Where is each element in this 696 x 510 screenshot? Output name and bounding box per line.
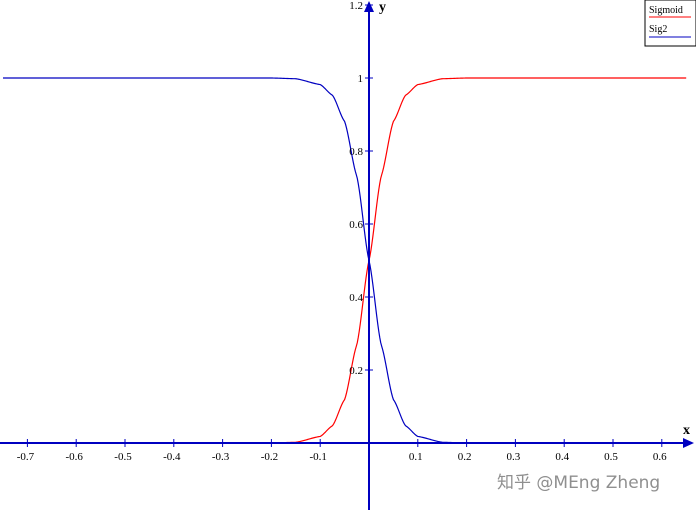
- y-tick-label: 0.4: [349, 292, 363, 304]
- legend-label-sigmoid: Sigmoid: [649, 5, 683, 16]
- x-tick-label: -0.4: [163, 451, 181, 463]
- x-tick-label: 0.4: [555, 451, 569, 463]
- y-axis-arrow: [364, 1, 374, 12]
- x-tick-label: -0.2: [261, 451, 278, 463]
- y-tick-label: 0.8: [349, 146, 363, 158]
- x-tick-label: -0.6: [65, 451, 83, 463]
- curves: [3, 77, 687, 444]
- y-axis-title: y: [379, 0, 386, 15]
- x-tick-label: -0.3: [212, 451, 230, 463]
- y-tick-label: 1: [358, 73, 364, 85]
- y-tick-label: 0.2: [349, 365, 363, 377]
- x-tick-label: -0.1: [309, 451, 326, 463]
- legend-box: [644, 0, 696, 47]
- x-tick-label: 0.1: [409, 451, 423, 463]
- x-tick-label: 0.2: [458, 451, 472, 463]
- x-axis-title: x: [683, 423, 690, 438]
- legend: Sigmoid Sig2: [644, 0, 696, 47]
- x-tick-label: -0.7: [17, 451, 35, 463]
- y-tick-label: 0.6: [349, 219, 363, 231]
- series-line-sigmoid: [3, 77, 687, 444]
- ticks: -0.7 -0.6 -0.5 -0.4 -0.3 -0.2 -0.1 0.1 0.2 0.3 0.4…: [17, 0, 667, 463]
- x-tick-label: -0.5: [114, 451, 132, 463]
- legend-label-sig2: Sig2: [649, 24, 667, 35]
- y-tick-label: 1.2: [349, 0, 363, 12]
- x-tick-label: 0.6: [653, 451, 667, 463]
- x-axis-arrow: [683, 438, 694, 448]
- x-tick-label: 0.3: [507, 451, 521, 463]
- watermark: 知乎 @MEng Zheng: [497, 473, 660, 493]
- x-tick-label: 0.5: [604, 451, 618, 463]
- series-line-sig2: [3, 77, 687, 444]
